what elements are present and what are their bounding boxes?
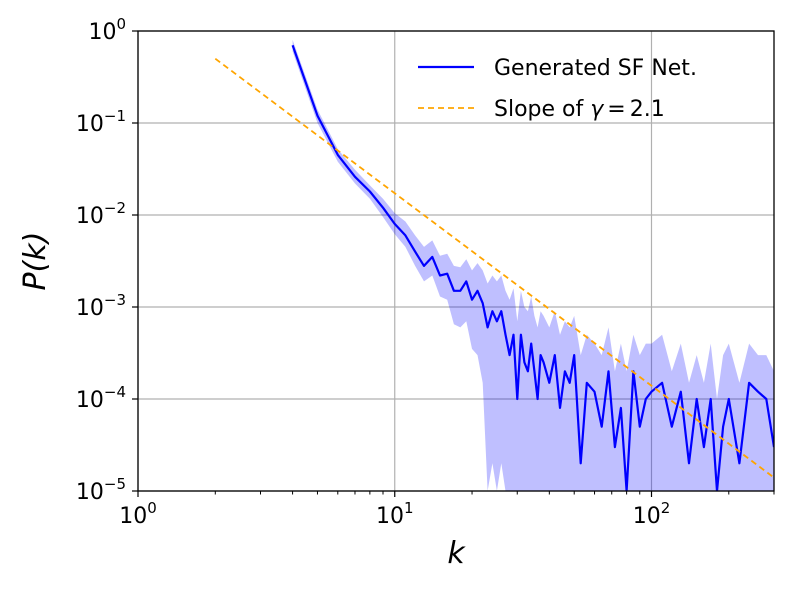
x-axis-label: k [447, 536, 466, 571]
x-tick-exponent: 2 [661, 499, 671, 517]
legend-label-generated: Generated SF Net. [494, 56, 697, 81]
y-tick-label: 100 [88, 15, 126, 45]
legend-gamma-value: 2.1 [630, 97, 665, 122]
x-tick-base: 10 [376, 504, 404, 529]
y-axis-label: P(k) [18, 232, 53, 291]
legend-label-slope: Slope of γ = 2.1 [494, 97, 665, 122]
y-tick-label: 10−1 [76, 107, 126, 137]
x-tick-base: 10 [119, 504, 147, 529]
x-tick-label: 101 [376, 499, 414, 529]
x-tick-exponent: 1 [404, 499, 414, 517]
y-tick-label: 10−2 [76, 199, 126, 229]
y-tick-base: 10 [88, 20, 116, 45]
legend-equals: = [607, 97, 625, 122]
y-tick-exponent: −5 [104, 475, 126, 493]
y-tick-exponent: −4 [104, 383, 126, 401]
y-tick-base: 10 [76, 480, 104, 505]
slope-reference-line [214, 57, 774, 479]
legend: Generated SF Net. Slope of γ = 2.1 [418, 56, 697, 122]
y-tick-label: 10−5 [76, 475, 126, 505]
series-lines [214, 44, 774, 491]
y-tick-exponent: −2 [104, 199, 126, 217]
y-tick-base: 10 [76, 388, 104, 413]
x-tick-label: 102 [633, 499, 671, 529]
y-tick-label: 10−4 [76, 383, 126, 413]
x-tick-exponent: 0 [147, 499, 157, 517]
y-tick-exponent: −3 [104, 291, 126, 309]
x-tick-base: 10 [633, 504, 661, 529]
legend-gamma-symbol: γ [590, 97, 604, 122]
confidence-bands [292, 39, 774, 491]
y-tick-exponent: 0 [116, 15, 126, 33]
y-tick-exponent: −1 [104, 107, 126, 125]
plot-frame [137, 30, 775, 492]
x-tick-label: 100 [119, 499, 157, 529]
y-tick-base: 10 [76, 112, 104, 137]
axis-ticks [132, 30, 775, 497]
y-tick-base: 10 [76, 296, 104, 321]
series-band-0 [292, 39, 774, 491]
y-tick-base: 10 [76, 204, 104, 229]
legend-slope-prefix: Slope of [494, 97, 584, 122]
generated-sf-line [291, 44, 774, 491]
y-tick-label: 10−3 [76, 291, 126, 321]
